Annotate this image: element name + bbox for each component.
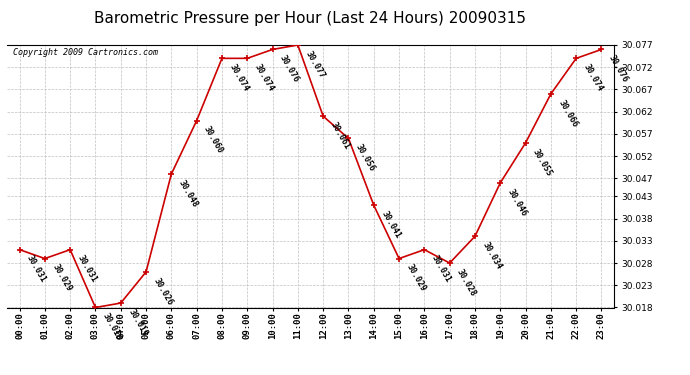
Text: 30.066: 30.066 <box>556 98 579 129</box>
Text: 30.026: 30.026 <box>152 276 175 306</box>
Text: 30.041: 30.041 <box>380 209 402 240</box>
Text: 30.061: 30.061 <box>328 120 351 151</box>
Text: 30.074: 30.074 <box>582 63 604 93</box>
Text: 30.055: 30.055 <box>531 147 554 177</box>
Text: 30.028: 30.028 <box>455 267 478 298</box>
Text: 30.029: 30.029 <box>404 263 427 293</box>
Text: 30.074: 30.074 <box>228 63 250 93</box>
Text: 30.074: 30.074 <box>253 63 275 93</box>
Text: 30.019: 30.019 <box>126 307 149 338</box>
Text: 30.031: 30.031 <box>430 254 453 284</box>
Text: 30.029: 30.029 <box>50 263 73 293</box>
Text: 30.018: 30.018 <box>101 312 124 342</box>
Text: 30.048: 30.048 <box>177 178 199 209</box>
Text: 30.056: 30.056 <box>354 142 377 173</box>
Text: 30.076: 30.076 <box>278 54 301 84</box>
Text: 30.031: 30.031 <box>25 254 48 284</box>
Text: 30.060: 30.060 <box>202 125 225 155</box>
Text: 30.031: 30.031 <box>76 254 99 284</box>
Text: 30.034: 30.034 <box>480 240 503 271</box>
Text: Barometric Pressure per Hour (Last 24 Hours) 20090315: Barometric Pressure per Hour (Last 24 Ho… <box>95 11 526 26</box>
Text: Copyright 2009 Cartronics.com: Copyright 2009 Cartronics.com <box>13 48 158 57</box>
Text: 30.077: 30.077 <box>304 49 326 80</box>
Text: 30.046: 30.046 <box>506 187 529 218</box>
Text: 30.076: 30.076 <box>607 54 630 84</box>
